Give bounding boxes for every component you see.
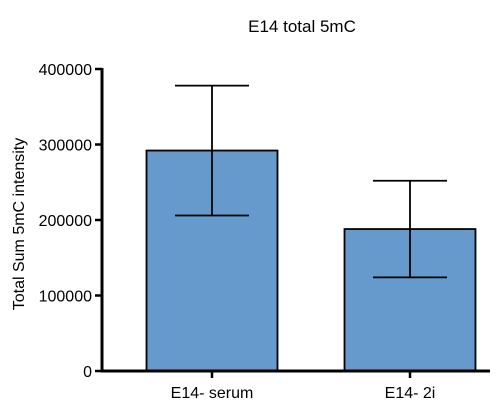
y-tick-label: 200000 bbox=[39, 213, 92, 230]
y-axis-title: Total Sum 5mC intensity bbox=[11, 138, 28, 311]
y-tick-label: 400000 bbox=[39, 62, 92, 79]
bars-layer bbox=[145, 149, 477, 372]
chart-title: E14 total 5mC bbox=[248, 17, 356, 36]
y-tick-label: 300000 bbox=[39, 138, 92, 155]
x-category-label: E14- serum bbox=[171, 385, 254, 402]
y-tick-label: 0 bbox=[83, 364, 92, 381]
x-category-label: E14- 2i bbox=[385, 385, 436, 402]
y-tick-label: 100000 bbox=[39, 289, 92, 306]
x-labels-layer: E14- serum E14- 2i bbox=[171, 371, 436, 402]
error-bars-layer bbox=[175, 84, 447, 279]
y-ticks-layer: 0 100000 200000 300000 400000 bbox=[39, 62, 102, 381]
